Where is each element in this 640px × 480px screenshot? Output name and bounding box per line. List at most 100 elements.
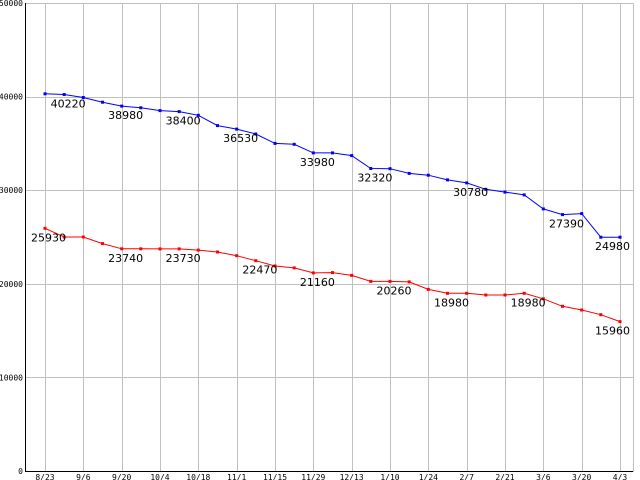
data-label: 40220 bbox=[51, 98, 86, 111]
data-point bbox=[43, 92, 47, 96]
x-tick-label: 10/4 bbox=[150, 473, 169, 480]
y-axis-ticks: 0 10000 20000 30000 40000 50000 bbox=[0, 0, 23, 476]
data-point bbox=[216, 250, 219, 254]
data-point bbox=[120, 247, 124, 251]
x-tick-label: 8/23 bbox=[35, 473, 54, 480]
data-point bbox=[465, 181, 469, 185]
data-point bbox=[62, 235, 66, 239]
data-point bbox=[196, 113, 200, 117]
data-point bbox=[196, 248, 200, 252]
data-point bbox=[541, 297, 545, 301]
data-point bbox=[273, 264, 277, 268]
x-tick-label: 4/3 bbox=[613, 473, 628, 480]
x-tick-label: 1/10 bbox=[380, 473, 399, 480]
data-point bbox=[484, 293, 488, 297]
data-point bbox=[561, 213, 564, 217]
axes bbox=[25, 3, 634, 472]
data-point bbox=[235, 127, 239, 131]
y-tick-label: 30000 bbox=[0, 186, 23, 195]
data-point bbox=[101, 100, 104, 104]
data-point bbox=[580, 308, 584, 312]
data-label: 18980 bbox=[511, 296, 546, 309]
y-tick-label: 10000 bbox=[0, 373, 23, 382]
x-tick-label: 11/1 bbox=[227, 473, 246, 480]
x-tick-label: 11/15 bbox=[263, 473, 287, 480]
data-label: 27390 bbox=[549, 218, 584, 231]
data-label: 23730 bbox=[166, 252, 201, 265]
data-point bbox=[311, 151, 315, 155]
grid bbox=[25, 3, 633, 472]
data-point bbox=[139, 106, 143, 110]
series-layer: 40220 38980 38400 36530 33980 32320 30780 27390… bbox=[31, 92, 630, 338]
data-point bbox=[120, 104, 124, 108]
data-point bbox=[177, 110, 181, 114]
data-point bbox=[484, 187, 488, 191]
data-point bbox=[292, 142, 296, 146]
x-tick-label: 10/18 bbox=[186, 473, 210, 480]
x-tick-label: 11/29 bbox=[301, 473, 325, 480]
data-point bbox=[158, 109, 162, 113]
x-tick-label: 2/21 bbox=[495, 473, 514, 480]
y-tick-label: 50000 bbox=[0, 0, 23, 8]
data-label: 15960 bbox=[595, 325, 630, 338]
data-point bbox=[426, 287, 430, 291]
data-point bbox=[388, 167, 392, 171]
data-label: 30780 bbox=[453, 186, 488, 199]
y-tick-label: 0 bbox=[18, 467, 23, 476]
x-tick-label: 1/24 bbox=[419, 473, 438, 480]
data-point bbox=[177, 247, 181, 251]
data-label: 25930 bbox=[31, 231, 66, 244]
data-point bbox=[561, 304, 564, 308]
data-point bbox=[350, 273, 354, 277]
data-point bbox=[350, 154, 354, 158]
data-label: 23740 bbox=[108, 252, 143, 265]
data-label: 36530 bbox=[223, 132, 258, 145]
data-point bbox=[101, 242, 104, 246]
x-tick-label: 9/20 bbox=[112, 473, 131, 480]
data-point bbox=[465, 291, 469, 295]
x-axis-ticks: 8/23 9/6 9/20 10/4 10/18 11/1 11/15 11/29 12/13 1… bbox=[35, 473, 627, 480]
data-label: 38980 bbox=[108, 109, 143, 122]
data-point bbox=[81, 235, 85, 239]
plot-border bbox=[25, 3, 634, 472]
data-point bbox=[503, 293, 507, 297]
data-point bbox=[426, 173, 430, 177]
data-label: 33980 bbox=[300, 156, 335, 169]
data-label: 24980 bbox=[595, 240, 630, 253]
data-point bbox=[369, 167, 373, 170]
data-point bbox=[599, 313, 603, 317]
x-tick-label: 2/7 bbox=[459, 473, 474, 480]
data-point bbox=[81, 96, 85, 99]
data-point bbox=[158, 247, 162, 251]
data-point bbox=[503, 190, 507, 194]
data-point bbox=[407, 171, 411, 175]
x-tick-label: 3/6 bbox=[536, 473, 551, 480]
y-tick-label: 20000 bbox=[0, 280, 23, 289]
data-point bbox=[580, 212, 584, 216]
data-point bbox=[311, 271, 315, 275]
data-label: 20260 bbox=[377, 284, 412, 297]
data-label: 22470 bbox=[242, 264, 277, 277]
data-point bbox=[43, 226, 47, 230]
data-point bbox=[522, 193, 526, 197]
data-label: 32320 bbox=[357, 171, 392, 184]
data-point bbox=[331, 271, 334, 275]
x-tick-label: 3/20 bbox=[572, 473, 591, 480]
x-tick-label: 12/13 bbox=[340, 473, 364, 480]
data-point bbox=[446, 291, 449, 295]
data-point bbox=[618, 235, 622, 239]
data-point bbox=[369, 279, 373, 283]
data-label: 18980 bbox=[434, 296, 469, 309]
data-point bbox=[407, 280, 411, 284]
data-point bbox=[62, 93, 66, 96]
data-point bbox=[292, 266, 296, 270]
data-point bbox=[139, 247, 143, 251]
y-tick-label: 40000 bbox=[0, 93, 23, 102]
data-point bbox=[216, 124, 219, 128]
data-point bbox=[522, 291, 526, 295]
data-point bbox=[331, 151, 334, 155]
data-label: 38400 bbox=[166, 115, 201, 128]
series-2: 25930 23740 23730 22470 21160 20260 18980 18980… bbox=[31, 226, 630, 338]
data-point bbox=[599, 235, 603, 239]
